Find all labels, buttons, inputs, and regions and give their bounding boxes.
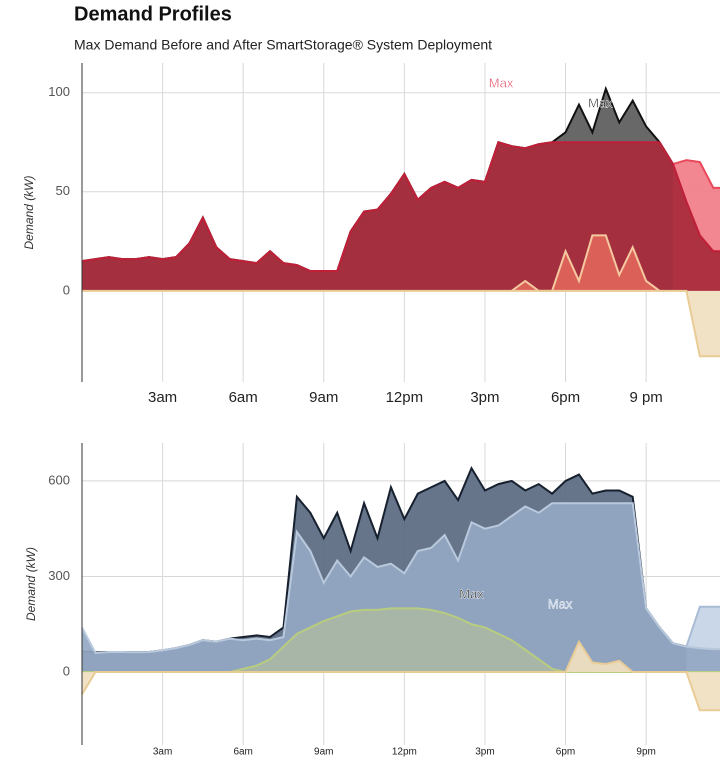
x-tick-label: 9am (309, 389, 338, 406)
area-line (511, 234, 661, 292)
y-axis-label: Demand (kW) (24, 547, 38, 621)
x-tick-label: 9am (314, 747, 333, 758)
area-line (81, 502, 720, 654)
x-tick-label: 3am (153, 747, 172, 758)
y-tick-label: 50 (56, 183, 70, 198)
area-fill (511, 235, 660, 291)
y-tick-label: 0 (63, 282, 70, 297)
area-fill (82, 290, 720, 357)
annotation: Max (588, 95, 613, 110)
area-fill (82, 503, 720, 673)
y-tick-label: 600 (48, 472, 70, 487)
annotation: Max (548, 596, 573, 611)
x-tick-label: 6pm (551, 389, 580, 406)
annotation: Max (459, 586, 484, 601)
area-line (685, 605, 720, 647)
area-line (81, 141, 720, 273)
x-tick-label: 3am (148, 389, 177, 406)
area-line (82, 289, 720, 358)
x-tick-label: 6pm (556, 747, 575, 758)
x-tick-label: 9pm (636, 747, 655, 758)
x-tick-label: 12pm (386, 389, 424, 406)
annotation: Max (489, 75, 514, 90)
y-tick-label: 300 (48, 568, 70, 583)
area-line (81, 639, 720, 712)
x-tick-label: 3pm (475, 747, 494, 758)
area-line (672, 159, 720, 189)
y-tick-label: 0 (63, 663, 70, 678)
title: Demand Profiles (74, 3, 232, 25)
area-fill (82, 142, 720, 291)
subtitle: Max Demand Before and After SmartStorage… (74, 37, 492, 53)
x-tick-label: 9 pm (629, 389, 662, 406)
y-tick-label: 100 (48, 84, 70, 99)
y-axis-label: Demand (kW) (22, 175, 36, 249)
x-tick-label: 3pm (470, 389, 499, 406)
x-tick-label: 12pm (392, 747, 417, 758)
area-fill (82, 608, 720, 673)
x-tick-label: 6am (233, 747, 252, 758)
x-tick-label: 6am (229, 389, 258, 406)
